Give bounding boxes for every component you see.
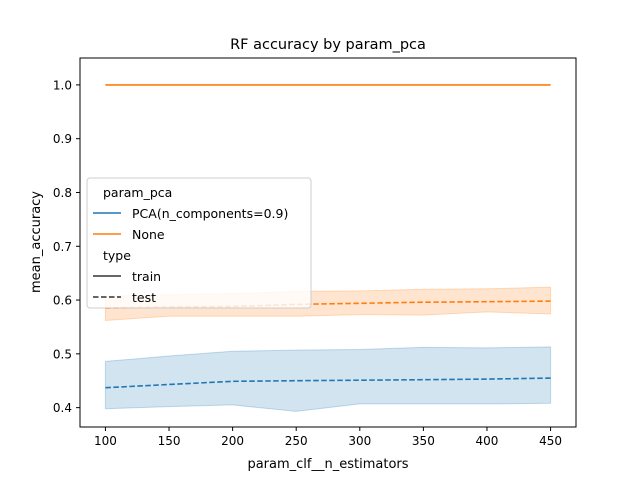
x-tick-label: 100 <box>94 434 117 448</box>
y-tick-label: 0.7 <box>53 240 72 254</box>
x-tick-label: 450 <box>539 434 562 448</box>
x-axis: 100 150 200 250 300 350 400 450 <box>94 427 562 448</box>
y-tick-label: 0.5 <box>53 347 72 361</box>
y-tick-label: 1.0 <box>53 78 72 92</box>
x-tick-label: 250 <box>285 434 308 448</box>
x-tick-label: 350 <box>412 434 435 448</box>
y-tick-label: 0.8 <box>53 186 72 200</box>
confidence-band-0 <box>104 346 552 412</box>
x-tick-label: 150 <box>158 434 181 448</box>
legend-box <box>86 177 312 309</box>
x-axis-label: param_clf__n_estimators <box>247 457 408 472</box>
legend-group-title: type <box>103 248 131 263</box>
legend-entry-label: train <box>132 269 161 284</box>
legend-entry-label: None <box>132 227 165 242</box>
legend-entry-label: PCA(n_components=0.9) <box>132 206 288 221</box>
x-tick-label: 400 <box>476 434 499 448</box>
y-axis: 0.4 0.5 0.6 0.7 0.8 0.9 1.0 <box>53 78 80 415</box>
y-tick-label: 0.4 <box>53 401 72 415</box>
legend: param_pca PCA(n_components=0.9) Nonetypetr… <box>86 177 312 309</box>
chart-title: RF accuracy by param_pca <box>230 37 426 53</box>
legend-group-title: param_pca <box>103 185 172 200</box>
x-tick-label: 200 <box>221 434 244 448</box>
legend-entry-label: test <box>132 290 156 305</box>
series-line-0 <box>105 377 551 389</box>
x-tick-label: 300 <box>348 434 371 448</box>
y-tick-label: 0.9 <box>53 132 72 146</box>
y-axis-label: mean_accuracy <box>29 191 44 293</box>
y-tick-label: 0.6 <box>53 294 72 308</box>
plot-frame <box>79 57 577 428</box>
